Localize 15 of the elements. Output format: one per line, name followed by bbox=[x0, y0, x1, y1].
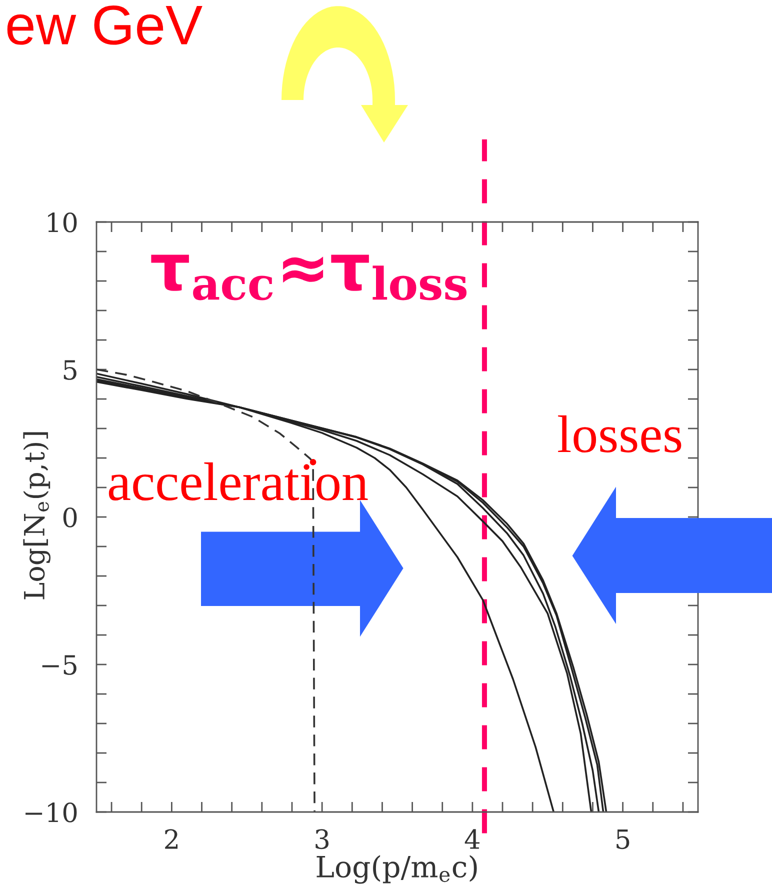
annotation: losses bbox=[558, 415, 682, 453]
chart-title: ew GeV bbox=[7, 5, 202, 45]
x-tick-label: 3 bbox=[316, 829, 328, 850]
y-tick-label: 10 bbox=[48, 212, 77, 232]
x-tick-label: 4 bbox=[464, 829, 480, 849]
annotation: acceleration bbox=[108, 462, 368, 501]
y-tick-label: 5 bbox=[64, 360, 76, 380]
y-tick-label: −10 bbox=[26, 802, 77, 822]
x-tick-label: 2 bbox=[165, 829, 178, 849]
y-axis-title: Log[N$_{e}$(p,t)] bbox=[23, 432, 50, 600]
x-axis-title: Log(p/m$_{e}$c) bbox=[316, 855, 477, 884]
y-tick-label: −5 bbox=[42, 655, 76, 675]
x-tick-label: 5 bbox=[616, 829, 630, 850]
ref-line-label: τ$_{acc}$≈τ$_{loss}$ bbox=[151, 254, 467, 300]
y-tick-label: 0 bbox=[63, 507, 77, 528]
